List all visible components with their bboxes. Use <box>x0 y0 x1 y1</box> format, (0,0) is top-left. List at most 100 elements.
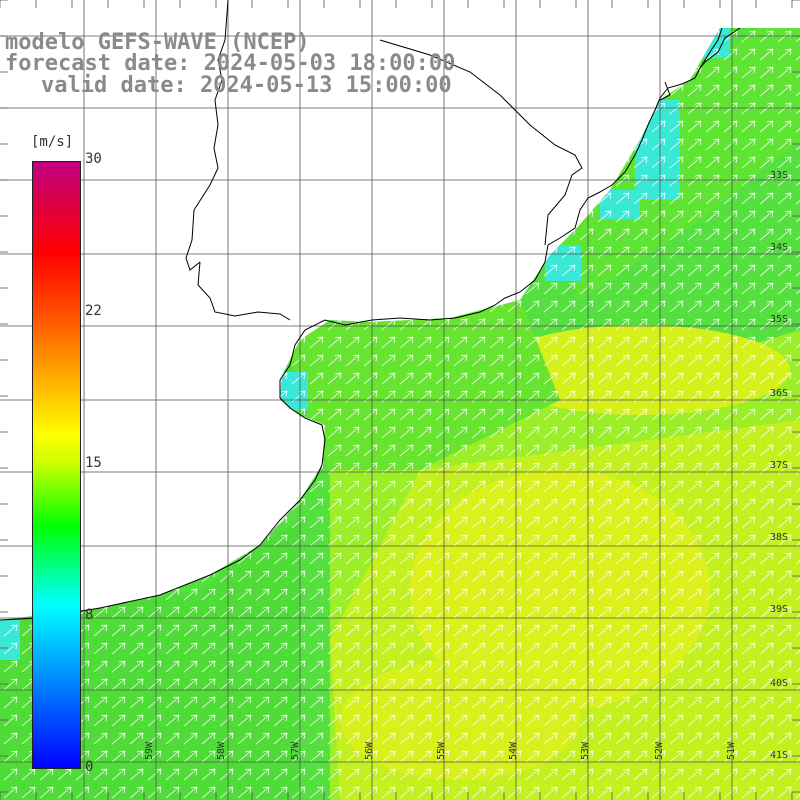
wind-arrow-icon <box>381 606 396 619</box>
wind-arrow-icon <box>453 246 468 259</box>
wind-arrow-icon <box>111 192 126 205</box>
wind-arrow-icon <box>759 264 774 277</box>
wind-arrow-icon <box>3 732 18 745</box>
wind-arrow-icon <box>93 192 108 205</box>
wind-arrow-icon <box>525 156 540 169</box>
wind-arrow-icon <box>399 768 414 781</box>
wind-arrow-icon <box>453 606 468 619</box>
wind-arrow-icon <box>237 480 252 493</box>
wind-arrow-icon <box>345 750 360 763</box>
wind-arrow-icon <box>327 282 342 295</box>
wind-arrow-icon <box>345 588 360 601</box>
wind-arrow-icon <box>597 480 612 493</box>
wind-arrow-icon <box>453 498 468 511</box>
wind-arrow-icon <box>399 192 414 205</box>
lat-label: 35S <box>770 314 788 325</box>
wind-arrow-icon <box>147 282 162 295</box>
wind-arrow-icon <box>633 606 648 619</box>
wind-arrow-icon <box>741 120 756 133</box>
wind-arrow-icon <box>525 570 540 583</box>
wind-arrow-icon <box>345 228 360 241</box>
wind-arrow-icon <box>219 138 234 151</box>
wind-arrow-icon <box>759 282 774 295</box>
wind-arrow-icon <box>399 732 414 745</box>
wind-arrow-icon <box>453 678 468 691</box>
wind-arrow-icon <box>399 660 414 673</box>
wind-arrow-icon <box>795 354 800 367</box>
wind-arrow-icon <box>201 534 216 547</box>
wind-arrow-icon <box>687 264 702 277</box>
wind-arrow-icon <box>129 174 144 187</box>
wind-arrow-icon <box>345 768 360 781</box>
wind-arrow-icon <box>687 624 702 637</box>
wind-arrow-icon <box>399 264 414 277</box>
wind-arrow-icon <box>795 102 800 115</box>
wind-arrow-icon <box>417 660 432 673</box>
wind-arrow-icon <box>183 534 198 547</box>
wind-arrow-icon <box>561 786 576 799</box>
wind-arrow-icon <box>255 174 270 187</box>
wind-arrow-icon <box>597 768 612 781</box>
wind-arrow-icon <box>633 264 648 277</box>
wind-arrow-icon <box>345 336 360 349</box>
wind-arrow-icon <box>273 210 288 223</box>
wind-arrow-icon <box>669 660 684 673</box>
wind-arrow-icon <box>111 264 126 277</box>
colorbar-unit: [m/s] <box>31 134 74 150</box>
wind-arrow-icon <box>291 192 306 205</box>
wind-arrow-icon <box>111 642 126 655</box>
colorbar-tick-15: 15 <box>85 455 102 471</box>
wind-arrow-icon <box>111 732 126 745</box>
wind-arrow-icon <box>453 660 468 673</box>
wind-arrow-icon <box>201 156 216 169</box>
wind-arrow-icon <box>165 318 180 331</box>
wind-arrow-icon <box>615 660 630 673</box>
wind-arrow-icon <box>111 750 126 763</box>
wind-arrow-icon <box>93 642 108 655</box>
colorbar-tick-30: 30 <box>85 151 102 167</box>
wind-arrow-icon <box>561 534 576 547</box>
wind-arrow-icon <box>579 102 594 115</box>
wind-arrow-icon <box>183 318 198 331</box>
wind-arrow-icon <box>597 30 612 43</box>
wind-arrow-icon <box>309 642 324 655</box>
wind-arrow-icon <box>615 66 630 79</box>
wind-arrow-icon <box>489 768 504 781</box>
wind-arrow-icon <box>3 336 18 349</box>
wind-arrow-icon <box>489 30 504 43</box>
wind-arrow-icon <box>741 606 756 619</box>
wind-arrow-icon <box>633 642 648 655</box>
wind-arrow-icon <box>759 570 774 583</box>
wind-arrow-icon <box>309 336 324 349</box>
wind-arrow-icon <box>255 408 270 421</box>
wind-arrow-icon <box>237 300 252 313</box>
wind-arrow-icon <box>471 498 486 511</box>
wind-arrow-icon <box>579 174 594 187</box>
wind-arrow-icon <box>129 678 144 691</box>
wind-arrow-icon <box>399 444 414 457</box>
wind-arrow-icon <box>309 516 324 529</box>
wind-arrow-icon <box>669 138 684 151</box>
wind-arrow-icon <box>741 696 756 709</box>
wind-arrow-icon <box>471 570 486 583</box>
wind-arrow-icon <box>255 570 270 583</box>
wind-arrow-icon <box>489 516 504 529</box>
wind-arrow-icon <box>327 336 342 349</box>
wind-arrow-icon <box>417 570 432 583</box>
wind-arrow-icon <box>255 480 270 493</box>
wind-arrow-icon <box>201 606 216 619</box>
wind-arrow-icon <box>147 246 162 259</box>
wind-arrow-icon <box>21 786 36 799</box>
wind-arrow-icon <box>507 48 522 61</box>
wind-arrow-icon <box>256 13 269 24</box>
wind-arrow-icon <box>705 624 720 637</box>
wind-arrow-icon <box>633 210 648 223</box>
wind-arrow-icon <box>543 678 558 691</box>
wind-arrow-icon <box>309 552 324 565</box>
wind-arrow-icon <box>777 84 792 97</box>
wind-arrow-icon <box>562 13 575 24</box>
wind-arrow-icon <box>399 588 414 601</box>
wind-arrow-icon <box>93 408 108 421</box>
wind-arrow-icon <box>651 30 666 43</box>
wind-arrow-icon <box>489 588 504 601</box>
